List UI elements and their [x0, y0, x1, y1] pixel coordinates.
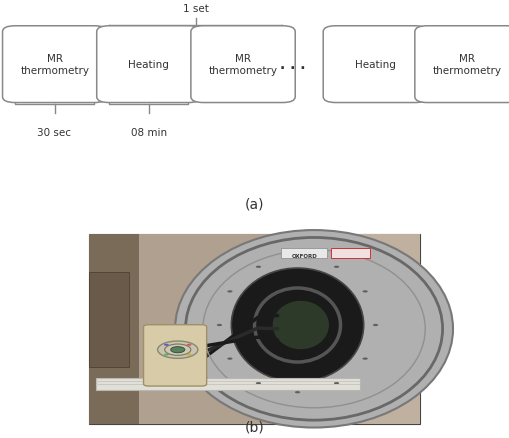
- Circle shape: [171, 347, 185, 353]
- Bar: [271, 234, 420, 424]
- Bar: [96, 381, 360, 382]
- Circle shape: [256, 382, 261, 385]
- FancyBboxPatch shape: [144, 325, 207, 386]
- Circle shape: [187, 354, 191, 356]
- Text: MR
thermometry: MR thermometry: [209, 54, 277, 76]
- Circle shape: [158, 341, 198, 359]
- Text: 08 min: 08 min: [131, 128, 166, 138]
- Circle shape: [334, 382, 339, 385]
- Ellipse shape: [232, 268, 363, 382]
- Circle shape: [165, 344, 191, 356]
- Bar: [96, 378, 360, 390]
- Circle shape: [256, 266, 261, 268]
- Circle shape: [164, 344, 169, 346]
- FancyBboxPatch shape: [191, 27, 295, 103]
- Circle shape: [227, 290, 233, 293]
- Bar: [138, 234, 420, 424]
- Bar: [330, 249, 370, 258]
- Circle shape: [334, 266, 339, 268]
- Bar: [281, 249, 327, 258]
- Text: Heating: Heating: [355, 60, 396, 70]
- Text: Heating: Heating: [128, 60, 169, 70]
- FancyBboxPatch shape: [3, 27, 107, 103]
- Circle shape: [362, 358, 368, 360]
- Text: 30 sec: 30 sec: [38, 128, 71, 138]
- FancyBboxPatch shape: [415, 27, 509, 103]
- Text: 1 set: 1 set: [183, 4, 209, 14]
- Circle shape: [373, 324, 378, 326]
- Text: (a): (a): [245, 197, 264, 211]
- Circle shape: [295, 391, 300, 393]
- Text: OXFORD: OXFORD: [291, 253, 317, 258]
- Text: MR
thermometry: MR thermometry: [20, 54, 89, 76]
- FancyBboxPatch shape: [323, 27, 428, 103]
- Circle shape: [227, 358, 233, 360]
- Circle shape: [295, 257, 300, 259]
- Circle shape: [362, 290, 368, 293]
- Circle shape: [217, 324, 222, 326]
- FancyBboxPatch shape: [97, 27, 201, 103]
- Bar: [89, 272, 129, 367]
- Text: (b): (b): [245, 420, 264, 434]
- Circle shape: [164, 354, 169, 356]
- Ellipse shape: [273, 301, 329, 350]
- Text: . . .: . . .: [280, 58, 305, 72]
- Text: MR
thermometry: MR thermometry: [433, 54, 501, 76]
- Circle shape: [187, 344, 191, 346]
- Bar: [89, 234, 420, 424]
- Ellipse shape: [175, 230, 453, 427]
- Bar: [89, 234, 162, 424]
